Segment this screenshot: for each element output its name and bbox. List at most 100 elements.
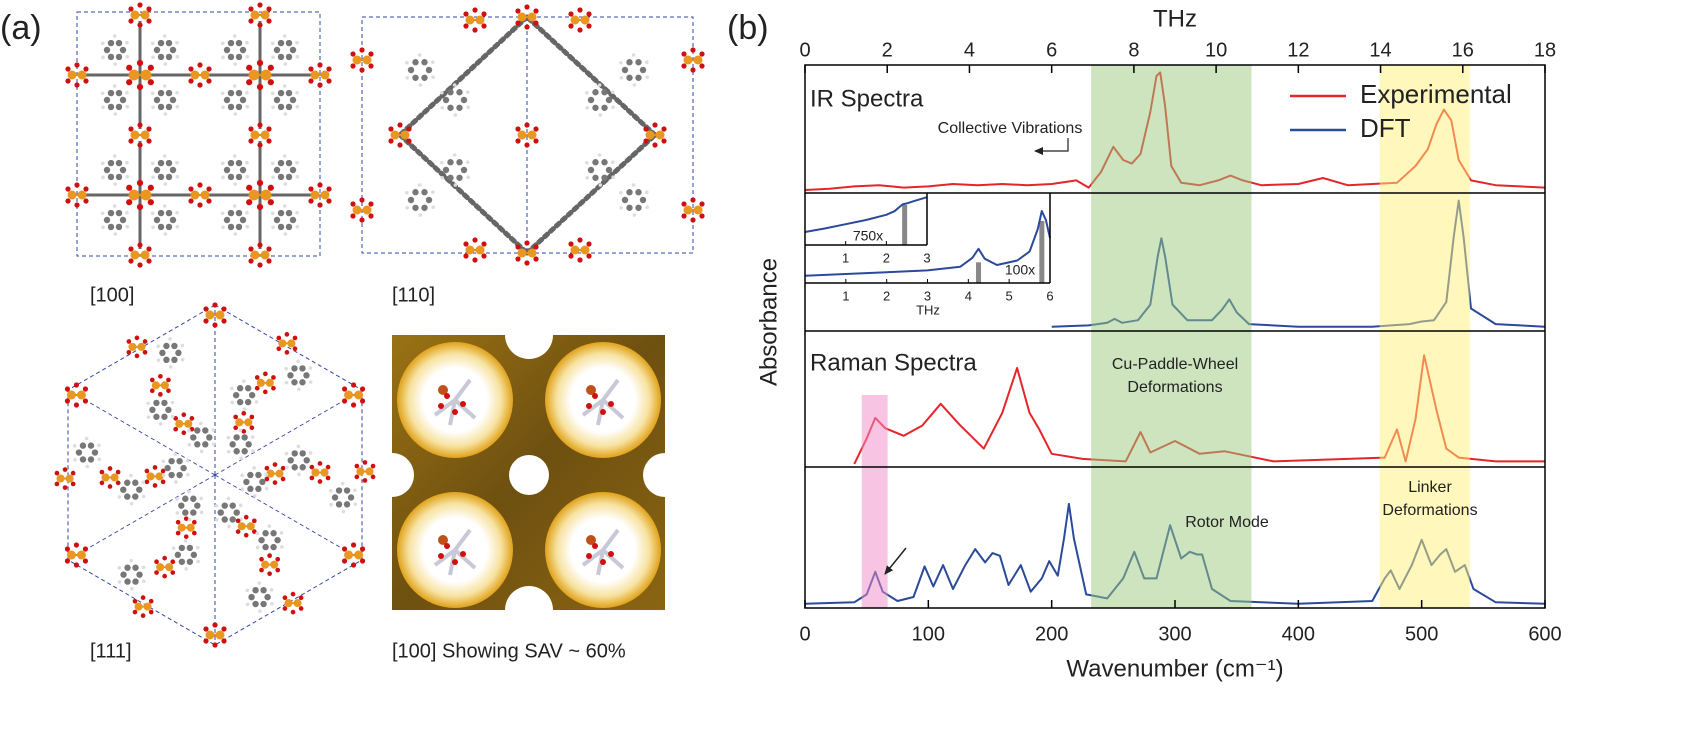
oxygen [643,138,649,144]
carbon [202,427,209,434]
carbon [169,46,177,54]
hydrogen [431,190,435,194]
panel-a: (a) [100] [110] [111] [100] Showing SAV … [0,2,705,662]
oxygen [325,475,331,481]
copper [175,419,184,428]
oxygen [136,59,144,67]
copper [128,189,140,201]
hydrogen [254,400,259,404]
carbon [124,578,131,585]
carbon [621,196,629,204]
oxygen [206,186,212,192]
oxygen [568,11,574,17]
oxygen [140,613,146,618]
carbon [412,59,419,66]
hydrogen [619,206,623,210]
carbon [190,434,197,441]
hydrogen [453,113,458,117]
hydrogen [175,40,179,45]
oxygen [515,126,521,132]
copper [151,381,160,390]
oxygen [256,83,264,91]
carbon [421,189,428,196]
carbon [277,89,285,97]
oxygen [83,198,89,204]
oxygen [533,8,539,14]
carbon [119,216,127,224]
carbon [239,216,247,224]
carbon [227,223,235,231]
carbon [119,46,127,54]
hydrogen [295,210,299,215]
x-tick-label: 400 [1282,623,1315,645]
hydrogen [295,54,300,59]
carbon [236,398,244,406]
oxygen [481,11,487,17]
linker-chain [524,132,658,256]
copper [465,15,475,25]
oxygen [264,465,270,471]
copper [215,310,225,320]
oxygen [326,78,332,84]
hydrogen [112,84,117,88]
carbon [163,342,170,350]
oxygen [267,184,274,191]
oxygen [160,479,166,485]
copper [310,70,320,80]
oxygen [481,241,487,247]
annotation: Linker [1408,479,1452,496]
oxygen [243,514,249,520]
oxygen [126,64,133,71]
copper [275,469,284,478]
oxygen [221,638,227,644]
hydrogen [125,160,129,165]
carbon [107,173,115,181]
oxygen [183,516,189,521]
carbon [119,166,127,174]
copper [130,250,140,260]
carbon [626,189,633,196]
carbon [244,398,252,406]
carbon [165,173,173,181]
oxygen [134,353,140,359]
copper [517,12,527,22]
hydrogen [232,154,237,158]
copper [260,69,272,81]
carbon [176,457,183,465]
oxygen [128,18,134,24]
oxygen [359,47,365,53]
oxygen [472,27,478,33]
hydrogen [245,90,249,95]
panel-label: (a) [0,9,42,47]
carbon [163,356,170,364]
hydrogen [175,160,179,165]
oxygen [147,184,154,191]
carbon [157,53,165,61]
hydrogen [585,106,589,110]
hydrogen [251,449,255,453]
hydrogen [245,40,249,45]
hydrogen [252,466,256,470]
carbon [421,204,428,211]
oxygen [326,186,332,192]
carbon [274,536,281,544]
hydrogen [452,83,457,87]
copper [570,15,580,25]
hydrogen [72,444,77,448]
carbon [186,558,194,565]
carbon [175,349,182,357]
oxygen [173,416,179,421]
carbon [447,89,454,96]
oxygen [309,464,315,470]
carbon [289,96,297,104]
oxygen [266,258,272,264]
carbon [235,53,243,61]
oxygen [126,184,133,191]
hydrogen [162,154,167,158]
hydrogen [597,153,602,157]
carbon [626,204,633,211]
carbon [626,59,633,66]
carbon [233,509,240,516]
carbon [178,544,186,552]
copper [67,70,77,80]
